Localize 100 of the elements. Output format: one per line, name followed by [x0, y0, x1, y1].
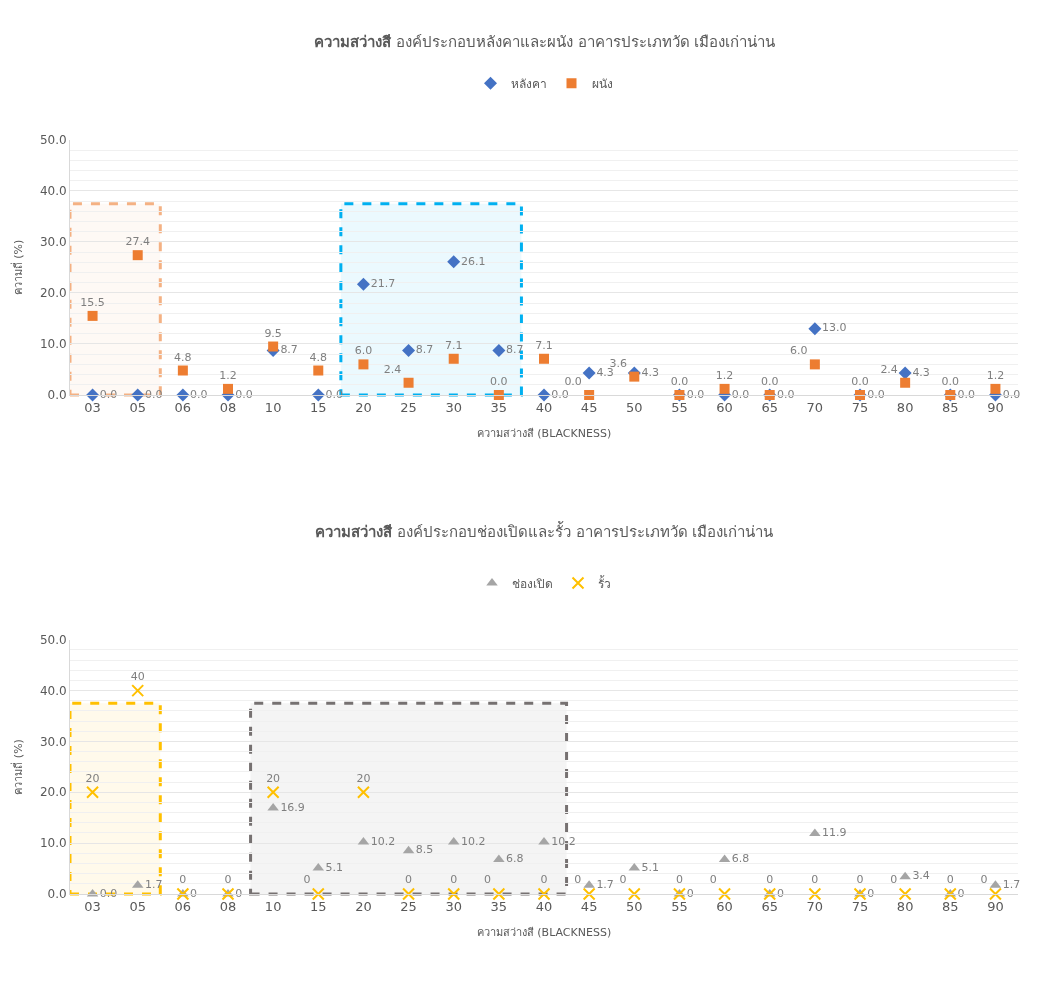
data-label: 0: [179, 873, 187, 887]
data-label: 0: [766, 873, 774, 887]
data-label: 1.7: [596, 878, 614, 892]
x-tick-label: 80: [896, 399, 914, 415]
x-tick-label: 08: [219, 399, 237, 415]
legend-label: ผนัง: [591, 76, 613, 91]
data-label: 15.5: [80, 295, 105, 309]
x-axis-title: ความสว่างสี (BLACKNESS): [476, 925, 612, 939]
data-label: 0.0: [851, 375, 869, 388]
x-tick-label: 70: [806, 898, 824, 914]
data-label: 21.7: [370, 277, 396, 291]
x-tick-label: 55: [671, 399, 688, 415]
legend-label: รั้ว: [598, 574, 611, 591]
x-tick-label: 85: [942, 898, 959, 914]
data-label: 0: [946, 873, 954, 887]
data-label: 4.3: [596, 365, 614, 379]
x-tick-label: 25: [400, 898, 417, 914]
data-label: 10.2: [370, 834, 396, 848]
x-tick-label: 03: [84, 898, 101, 914]
data-label: 13.0: [822, 321, 847, 335]
data-label: 6.8: [506, 852, 524, 866]
data-label: 3.4: [912, 869, 930, 883]
data-label: 0: [574, 873, 582, 887]
x-tick-label: 35: [490, 898, 508, 914]
y-tick-label: 20.0: [39, 785, 67, 800]
data-label: 16.9: [280, 800, 305, 814]
data-label: 0: [483, 873, 491, 887]
y-axis-title: ความถี่ (%): [9, 239, 25, 296]
data-label: 0: [980, 873, 988, 887]
y-tick-label: 10.0: [39, 337, 67, 352]
x-tick-label: 80: [896, 898, 914, 914]
x-tick-label: 45: [580, 898, 598, 914]
x-tick-label: 40: [535, 898, 553, 914]
x-tick-label: 25: [400, 399, 417, 415]
x-tick-label: 06: [174, 898, 192, 914]
data-label: 40: [130, 669, 145, 683]
data-label: 0.0: [760, 375, 779, 388]
x-tick-label: 45: [580, 399, 598, 415]
data-label: 7.1: [535, 338, 553, 352]
data-label: 8.7: [280, 343, 298, 357]
data-label: 0: [675, 873, 683, 887]
data-label: 0: [224, 873, 232, 887]
x-tick-label: 90: [987, 399, 1004, 415]
x-tick-label: 60: [716, 898, 733, 914]
y-axis-title: ความถี่ (%): [9, 739, 25, 795]
y-tick-label: 50.0: [39, 133, 67, 148]
x-tick-label: 40: [535, 399, 553, 415]
data-label: 0.0: [941, 375, 960, 388]
x-tick-label: 75: [851, 399, 869, 415]
data-label: 0: [303, 873, 311, 887]
x-tick-label: 05: [129, 898, 146, 914]
data-label: 6.0: [354, 344, 373, 358]
x-tick-label: 35: [490, 399, 508, 415]
x-tick-label: 30: [445, 898, 462, 914]
data-label: 0.0: [670, 375, 689, 388]
x-tick-label: 15: [310, 399, 327, 415]
data-label: 8.7: [506, 343, 524, 357]
data-label: 4.8: [309, 350, 328, 364]
data-label: 1.7: [1002, 878, 1021, 892]
y-tick-label: 20.0: [39, 286, 67, 301]
y-tick-label: 40.0: [39, 184, 67, 199]
x-tick-label: 08: [219, 898, 237, 914]
data-label: 20: [85, 771, 100, 785]
x-tick-label: 65: [761, 898, 778, 914]
data-label: 6.0: [790, 344, 808, 358]
data-label: 0: [811, 873, 819, 887]
data-label: 27.4: [125, 235, 150, 249]
x-tick-label: 10: [264, 399, 282, 415]
y-tick-label: 40.0: [39, 683, 67, 698]
y-tick-label: 30.0: [39, 235, 67, 250]
data-label: 20: [266, 771, 281, 785]
x-tick-label: 03: [84, 399, 101, 415]
data-label: 1.2: [715, 368, 734, 382]
data-label: 7.1: [444, 338, 463, 352]
x-tick-label: 55: [671, 898, 688, 914]
chart-title: ความสว่างสี องค์ประกอบช่องเปิดและรั้ว อาคารประเภทวัด เมืองเก่าน่าน: [315, 521, 774, 541]
data-label: 2.4: [383, 362, 402, 376]
data-label: 0: [450, 873, 458, 887]
data-label: 0.0: [490, 375, 508, 388]
x-tick-label: 90: [987, 898, 1004, 914]
data-label: 0: [619, 873, 627, 887]
data-label: 9.5: [264, 326, 282, 340]
data-label: 4.3: [912, 365, 930, 379]
data-label: 0: [856, 873, 864, 887]
data-label: 4.3: [641, 365, 660, 379]
data-label: 1.2: [219, 368, 237, 382]
x-tick-label: 85: [942, 399, 959, 415]
data-label: 0: [405, 873, 413, 887]
data-label: 0: [709, 873, 717, 887]
data-label: 10.2: [460, 834, 486, 848]
data-label: 8.7: [415, 343, 434, 357]
x-tick-label: 50: [626, 898, 643, 914]
legend-label: ช่องเปิด: [512, 576, 553, 591]
x-tick-label: 05: [129, 399, 146, 415]
data-label: 1.7: [144, 878, 163, 892]
data-label: 5.1: [325, 860, 344, 874]
y-tick-label: 30.0: [39, 734, 67, 749]
x-tick-label: 10: [264, 898, 282, 914]
x-tick-label: 20: [355, 898, 372, 914]
data-label: 5.1: [641, 860, 660, 874]
